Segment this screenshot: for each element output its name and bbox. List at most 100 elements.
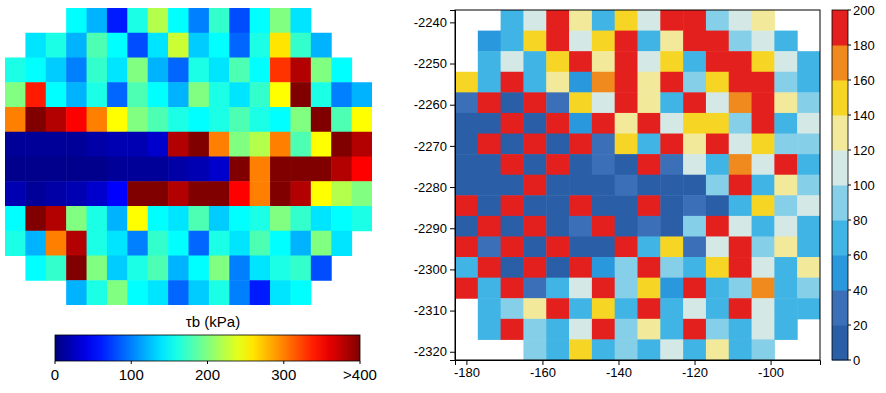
heatmap-cell (478, 236, 501, 257)
heatmap-cell (615, 278, 638, 299)
colorbar-segment (832, 10, 848, 46)
heatmap-cell (752, 72, 775, 93)
heatmap-cell (46, 132, 67, 157)
heatmap-cell (797, 92, 820, 113)
heatmap-cell (774, 298, 797, 319)
heatmap-cell (501, 154, 524, 175)
heatmap-cell (209, 107, 230, 132)
heatmap-cell (592, 236, 615, 257)
heatmap-cell (774, 195, 797, 216)
heatmap-cell (229, 8, 250, 33)
colorbar-tick-label: 160 (853, 73, 875, 88)
heatmap-cell (270, 206, 291, 231)
heatmap-cell (455, 92, 478, 113)
heatmap-cell (683, 51, 706, 72)
heatmap-cell (569, 319, 592, 340)
heatmap-cell (774, 92, 797, 113)
heatmap-cell (592, 10, 615, 31)
heatmap-cell (706, 72, 729, 93)
heatmap-cell (148, 181, 169, 206)
colorbar-tick (848, 80, 851, 81)
heatmap-cell (311, 33, 332, 58)
heatmap-cell (168, 107, 189, 132)
heatmap-cell (546, 236, 569, 257)
heatmap-cell (189, 107, 210, 132)
heatmap-cell (331, 181, 352, 206)
heatmap-cell (615, 72, 638, 93)
y-tick-label: -2320 (414, 344, 447, 359)
colorbar-frame (832, 10, 848, 360)
heatmap-cell (569, 195, 592, 216)
heatmap-cell (660, 319, 683, 340)
colorbar: 0100200300>400 (51, 335, 377, 383)
heatmap-cell (615, 236, 638, 257)
heatmap-cell (638, 10, 661, 31)
heatmap-cell (148, 231, 169, 256)
heatmap-cell (523, 175, 546, 196)
heatmap-cell (25, 107, 46, 132)
heatmap-cell (501, 236, 524, 257)
y-tick: -2310 (414, 303, 455, 318)
heatmap-cell (25, 132, 46, 157)
heatmap-cell (66, 181, 87, 206)
heatmap-cell (250, 132, 271, 157)
heatmap-cell (478, 134, 501, 155)
heatmap-cell (569, 113, 592, 134)
heatmap-cell (478, 195, 501, 216)
heatmap-cell (148, 157, 169, 182)
heatmap-cell (148, 280, 169, 305)
heatmap-cell (638, 113, 661, 134)
heatmap-cell (25, 33, 46, 58)
heatmap-cell (638, 236, 661, 257)
heatmap-cell (706, 51, 729, 72)
heatmap-cell (523, 10, 546, 31)
heatmap-cell (501, 175, 524, 196)
y-tick: -2320 (414, 344, 455, 359)
heatmap-cell (638, 175, 661, 196)
x-tick-label: -120 (682, 365, 708, 380)
heatmap-cell (752, 216, 775, 237)
heatmap-cell (660, 257, 683, 278)
heatmap-cell (209, 8, 230, 33)
heatmap-cell (66, 231, 87, 256)
heatmap-cell (615, 257, 638, 278)
heatmap-cell (774, 113, 797, 134)
heatmap-cell (592, 92, 615, 113)
heatmap-cell (148, 256, 169, 281)
heatmap-cell (270, 181, 291, 206)
heatmap-cell (752, 51, 775, 72)
heatmap-cell (501, 113, 524, 134)
heatmap-cell (569, 278, 592, 299)
heatmap-cell (270, 231, 291, 256)
heatmap-cell (797, 257, 820, 278)
heatmap-cell (148, 132, 169, 157)
y-tick: -2250 (414, 56, 455, 71)
heatmap-cell (569, 298, 592, 319)
y-tick-label: -2280 (414, 180, 447, 195)
heatmap-cell (290, 82, 311, 107)
heatmap-cell (87, 107, 108, 132)
heatmap-cell (569, 31, 592, 52)
heatmap-cell (455, 175, 478, 196)
heatmap-cell (683, 278, 706, 299)
heatmap-cell (250, 231, 271, 256)
heatmap-cell (5, 82, 26, 107)
heatmap-cell (311, 82, 332, 107)
heatmap-cell (127, 206, 148, 231)
heatmap-cell (290, 231, 311, 256)
heatmap-cell (729, 154, 752, 175)
heatmap-cell (209, 256, 230, 281)
heatmap-cell (46, 107, 67, 132)
heatmap-cell (592, 154, 615, 175)
colorbar-ramp (55, 335, 360, 361)
heatmap-cell (523, 154, 546, 175)
heatmap-cell (660, 10, 683, 31)
heatmap-cell (729, 319, 752, 340)
heatmap-cell (729, 257, 752, 278)
heatmap-cell (5, 132, 26, 157)
heatmap-cell (706, 195, 729, 216)
heatmap-cell (250, 82, 271, 107)
colorbar-tick (848, 185, 851, 186)
heatmap-cell (168, 280, 189, 305)
heatmap-cell (5, 206, 26, 231)
